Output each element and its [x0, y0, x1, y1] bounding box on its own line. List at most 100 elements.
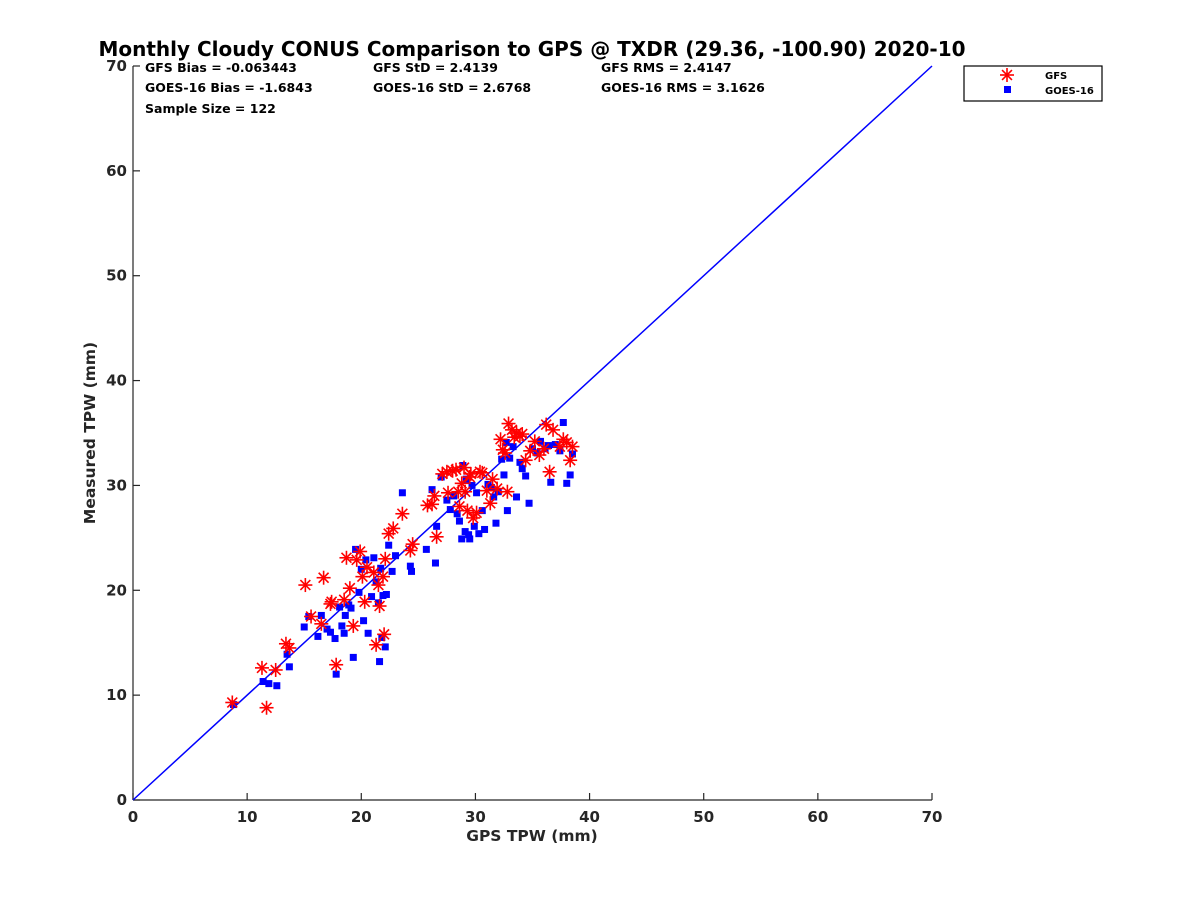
- x-axis-ticks: 0 10 20 30 40 50 60 70: [128, 793, 943, 826]
- y-tick-label: 40: [106, 372, 127, 390]
- x-axis-label: GPS TPW (mm): [466, 827, 598, 845]
- goes16-point: [347, 604, 355, 612]
- gfs-point: [375, 569, 390, 584]
- goes16-point: [381, 643, 389, 651]
- x-tick-label: 20: [351, 808, 372, 826]
- gfs-point: [565, 439, 580, 454]
- gfs-point: [359, 560, 374, 575]
- gfs-point: [458, 484, 473, 499]
- gfs-point: [353, 544, 368, 559]
- gfs-point: [357, 594, 372, 609]
- goes16-point: [355, 588, 363, 596]
- x-tick-label: 10: [237, 808, 258, 826]
- goes16-point: [487, 484, 495, 492]
- gfs-point: [490, 481, 505, 496]
- goes16-point: [422, 545, 430, 553]
- goes16-point: [470, 522, 478, 530]
- goes16-point: [443, 496, 451, 504]
- goes16-point: [374, 599, 382, 607]
- gfs-point: [372, 599, 387, 614]
- x-tick-label: 30: [465, 808, 486, 826]
- goes16-point: [568, 450, 576, 458]
- goes16-point: [498, 455, 506, 463]
- gfs-point: [369, 637, 384, 652]
- gfs-point: [342, 581, 357, 596]
- gfs-point: [429, 529, 444, 544]
- goes16-point: [468, 481, 476, 489]
- reference-line-group: [132, 65, 933, 801]
- goes16-point: [433, 522, 441, 530]
- gfs-point: [475, 465, 490, 480]
- gfs-point: [483, 496, 498, 511]
- gfs-point: [463, 466, 478, 481]
- gfs-point: [259, 700, 274, 715]
- gfs-point: [377, 627, 392, 642]
- x-tick-label: 0: [128, 808, 138, 826]
- goes16-point: [368, 593, 376, 601]
- y-tick-label: 10: [106, 686, 127, 704]
- goes16-point: [332, 670, 340, 678]
- y-axis-label: Measured TPW (mm): [81, 342, 99, 524]
- goes16-point: [475, 530, 483, 538]
- goes16-point: [259, 678, 267, 686]
- goes16-point: [341, 611, 349, 619]
- goes16-point: [559, 419, 567, 427]
- gfs-point: [339, 550, 354, 565]
- gfs-point: [527, 434, 542, 449]
- gfs-point: [378, 551, 393, 566]
- goes16-point: [522, 472, 530, 480]
- goes16-point: [398, 489, 406, 497]
- gfs-point: [460, 503, 475, 518]
- goes16-point: [392, 552, 400, 560]
- legend-gfs-label: GFS: [1045, 71, 1067, 82]
- goes16-point: [518, 465, 526, 473]
- gfs-point: [337, 592, 352, 607]
- gfs-point: [500, 484, 515, 499]
- goes16-point: [509, 443, 517, 451]
- chart-title: Monthly Cloudy CONUS Comparison to GPS @…: [98, 37, 965, 61]
- stat-goes-rms: GOES-16 RMS = 3.1626: [601, 80, 765, 95]
- gfs-point: [254, 660, 269, 675]
- gfs-point: [469, 505, 484, 520]
- goes16-point: [377, 564, 385, 572]
- goes16-point: [503, 507, 511, 515]
- goes16-point: [466, 535, 474, 543]
- goes16-point: [453, 510, 461, 518]
- gfs-point: [457, 460, 472, 475]
- goes16-point: [285, 663, 293, 671]
- goes16-point: [566, 471, 574, 479]
- goes16-point: [481, 525, 489, 533]
- goes16-point: [300, 623, 308, 631]
- x-tick-label: 70: [922, 808, 943, 826]
- goes16-point: [370, 554, 378, 562]
- goes16-point: [494, 488, 502, 496]
- goes16-point: [428, 486, 436, 494]
- goes16-point: [385, 541, 393, 549]
- gfs-point: [441, 485, 456, 500]
- goes16-point: [338, 622, 346, 630]
- goes16-point: [352, 545, 360, 553]
- stat-gfs-rms: GFS RMS = 2.4147: [601, 60, 732, 75]
- stat-sample-size: Sample Size = 122: [145, 101, 276, 116]
- goes16-point: [408, 567, 416, 575]
- gfs-point: [282, 640, 297, 655]
- gfs-point: [225, 695, 240, 710]
- stat-gfs-std: GFS StD = 2.4139: [373, 60, 498, 75]
- gfs-point: [324, 594, 339, 609]
- gfs-point: [472, 464, 487, 479]
- legend-gfs-marker: [1000, 68, 1014, 82]
- goes16-point: [492, 519, 500, 527]
- goes16-point: [349, 653, 357, 661]
- gfs-point: [563, 453, 578, 468]
- stat-goes-std: GOES-16 StD = 2.6768: [373, 80, 531, 95]
- goes16-point: [458, 535, 466, 543]
- gfs-point: [479, 483, 494, 498]
- stat-goes-bias: GOES-16 Bias = -1.6843: [145, 80, 313, 95]
- gfs-point: [316, 570, 331, 585]
- gfs-point: [539, 417, 554, 432]
- goes16-point: [376, 658, 384, 666]
- goes16-point: [265, 680, 273, 688]
- gfs-point: [498, 445, 513, 460]
- goes16-point: [406, 562, 414, 570]
- series-gfs: [225, 416, 580, 715]
